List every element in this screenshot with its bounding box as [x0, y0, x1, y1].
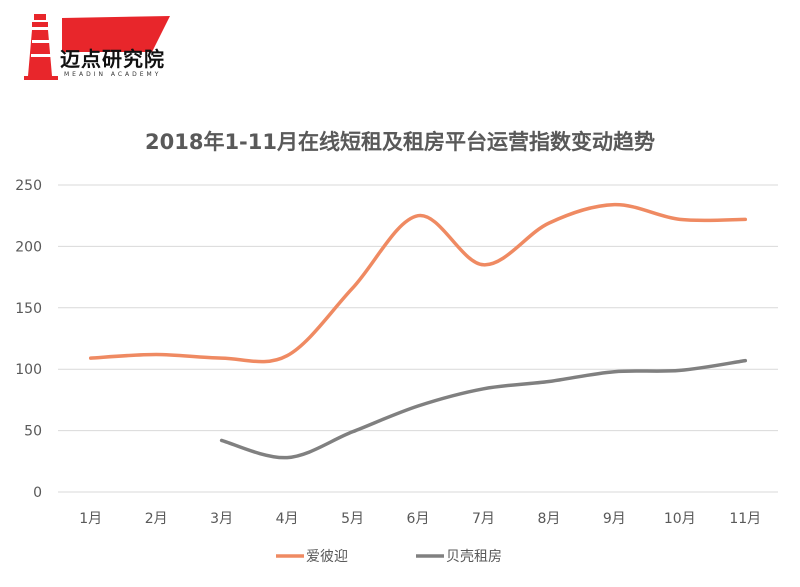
x-tick-label: 8月	[537, 511, 560, 527]
logo-name: 迈点研究院	[60, 47, 165, 71]
x-tick-label: 7月	[472, 511, 495, 527]
y-tick-label: 200	[15, 239, 42, 255]
logo	[24, 14, 170, 80]
y-tick-label: 250	[15, 178, 42, 194]
x-axis-ticks: 1月 2月 3月 4月 5月 6月 7月 8月 9月 10月 11月	[79, 511, 761, 527]
legend-label-1: 贝壳租房	[446, 548, 502, 565]
y-axis-ticks: 0 50 100 150 200 250	[15, 178, 42, 501]
x-tick-label: 5月	[341, 511, 364, 527]
series-line-0	[88, 202, 748, 364]
series-line-1	[219, 358, 748, 460]
x-tick-label: 1月	[79, 511, 102, 527]
x-tick-label: 10月	[664, 511, 696, 527]
logo-red-banner	[62, 16, 170, 52]
grid-lines	[58, 184, 778, 493]
x-tick-label: 11月	[729, 511, 761, 527]
y-tick-label: 0	[33, 485, 42, 501]
legend-label-0: 爱彼迎	[306, 549, 348, 565]
logo-tagline: MEADIN ACADEMY	[64, 71, 162, 78]
x-tick-label: 4月	[276, 511, 299, 527]
x-tick-label: 2月	[145, 511, 168, 527]
chart-title: 2018年1-11月在线短租及租房平台运营指数变动趋势	[145, 130, 655, 154]
y-tick-label: 50	[24, 424, 42, 440]
lighthouse-icon	[24, 14, 58, 80]
x-tick-label: 3月	[210, 511, 233, 527]
legend: 爱彼迎 贝壳租房	[276, 548, 502, 565]
x-tick-label: 9月	[603, 511, 626, 527]
y-tick-label: 150	[15, 301, 42, 317]
x-tick-label: 6月	[407, 511, 430, 527]
y-tick-label: 100	[15, 362, 42, 378]
series-lines	[88, 202, 748, 460]
